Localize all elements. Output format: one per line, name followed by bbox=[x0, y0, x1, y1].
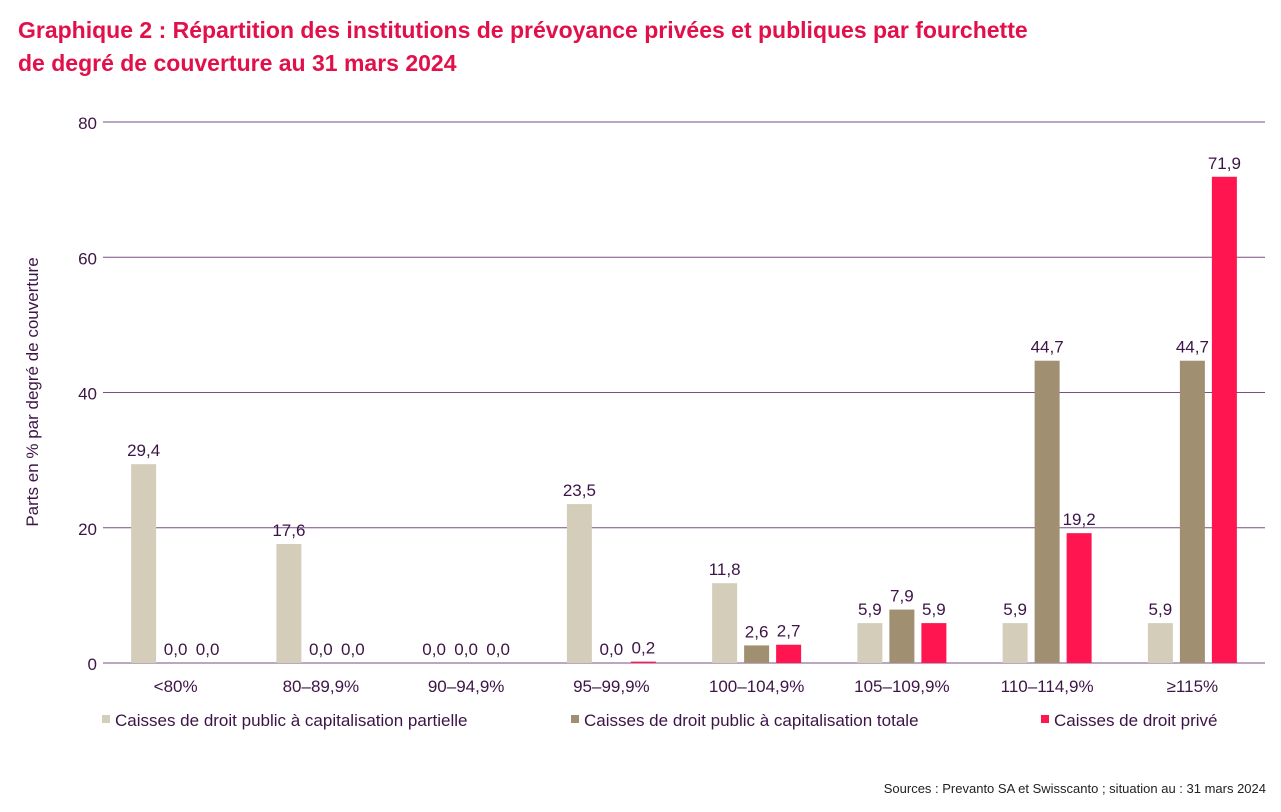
chart-title-line-1: Graphique 2 : Répartition des institutio… bbox=[18, 17, 1028, 43]
data-label: 5,9 bbox=[1003, 600, 1027, 619]
data-label: 19,2 bbox=[1063, 510, 1096, 529]
x-tick-label: 90–94,9% bbox=[428, 677, 505, 696]
x-tick-label: 80–89,9% bbox=[283, 677, 360, 696]
bar bbox=[1034, 360, 1060, 663]
data-label: 0,0 bbox=[486, 640, 510, 659]
data-label: 0,0 bbox=[341, 640, 365, 659]
y-tick-label: 0 bbox=[88, 655, 97, 674]
data-label: 5,9 bbox=[922, 600, 946, 619]
bar bbox=[744, 645, 770, 663]
legend-swatch bbox=[571, 715, 579, 723]
data-label: 44,7 bbox=[1031, 338, 1064, 357]
bar bbox=[1179, 360, 1205, 663]
data-label: 23,5 bbox=[563, 481, 596, 500]
bar bbox=[1002, 623, 1028, 663]
legend-label: Caisses de droit public à capitalisation… bbox=[115, 711, 467, 730]
legend-swatch bbox=[1041, 715, 1049, 723]
data-label: 0,0 bbox=[309, 640, 333, 659]
bar bbox=[131, 464, 157, 663]
data-label: 0,0 bbox=[422, 640, 446, 659]
legend-label: Caisses de droit public à capitalisation… bbox=[584, 711, 919, 730]
source-note: Sources : Prevanto SA et Swisscanto ; si… bbox=[883, 781, 1266, 796]
data-label: 0,0 bbox=[600, 640, 624, 659]
bar bbox=[776, 644, 802, 663]
legend-label: Caisses de droit privé bbox=[1054, 711, 1217, 730]
y-tick-label: 80 bbox=[78, 114, 97, 133]
data-label: 0,0 bbox=[454, 640, 478, 659]
x-tick-label: 100–104,9% bbox=[709, 677, 804, 696]
x-tick-label: 105–109,9% bbox=[854, 677, 949, 696]
bar bbox=[857, 623, 883, 663]
y-tick-label: 60 bbox=[78, 249, 97, 268]
data-label: 5,9 bbox=[858, 600, 882, 619]
data-label: 44,7 bbox=[1176, 338, 1209, 357]
bar bbox=[712, 583, 738, 663]
x-tick-label: <80% bbox=[154, 677, 198, 696]
y-axis-title: Parts en % par degré de couverture bbox=[23, 257, 42, 526]
data-label: 5,9 bbox=[1149, 600, 1173, 619]
data-label: 7,9 bbox=[890, 587, 914, 606]
bar bbox=[276, 543, 302, 663]
bar bbox=[889, 609, 915, 663]
x-tick-label: ≥115% bbox=[1167, 677, 1219, 696]
bar bbox=[1147, 623, 1173, 663]
data-label: 17,6 bbox=[272, 521, 305, 540]
data-label: 29,4 bbox=[127, 441, 160, 460]
chart-title: Graphique 2 : Répartition des institutio… bbox=[18, 14, 1268, 80]
y-tick-label: 40 bbox=[78, 385, 97, 404]
bar bbox=[921, 623, 947, 663]
data-label: 71,9 bbox=[1208, 154, 1241, 173]
legend-swatch bbox=[102, 715, 110, 723]
x-tick-label: 95–99,9% bbox=[573, 677, 650, 696]
data-label: 0,0 bbox=[196, 640, 220, 659]
data-label: 0,2 bbox=[632, 639, 656, 658]
data-label: 0,0 bbox=[164, 640, 188, 659]
data-label: 2,6 bbox=[745, 622, 769, 641]
data-label: 11,8 bbox=[709, 560, 741, 579]
x-tick-label: 110–114,9% bbox=[1001, 677, 1094, 696]
bar bbox=[1066, 533, 1092, 663]
chart-title-line-2: de degré de couverture au 31 mars 2024 bbox=[18, 50, 457, 76]
bar bbox=[1211, 176, 1237, 663]
y-tick-label: 20 bbox=[78, 520, 97, 539]
data-label: 2,7 bbox=[777, 622, 801, 641]
bar bbox=[566, 504, 592, 663]
bar bbox=[630, 661, 656, 663]
